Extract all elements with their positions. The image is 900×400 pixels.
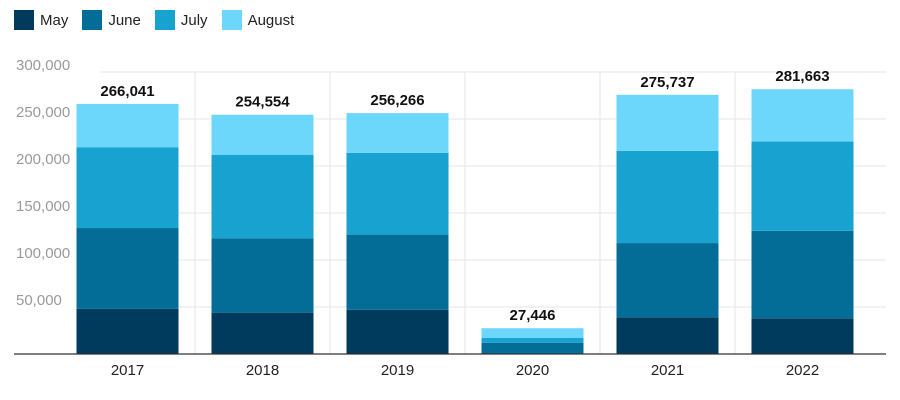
legend-item-june: June <box>82 10 141 30</box>
bar-may-2017 <box>76 308 179 354</box>
bar-july-2018 <box>211 154 314 239</box>
bar-may-2018 <box>211 312 314 354</box>
legend-label-may: May <box>40 11 69 29</box>
bar-total-label: 254,554 <box>235 94 290 111</box>
y-tick-label: 50,000 <box>16 292 62 309</box>
bar-june-2018 <box>211 238 314 313</box>
bar-june-2017 <box>76 228 179 309</box>
bar-total-label: 27,446 <box>510 307 556 324</box>
legend-label-july: July <box>180 11 208 29</box>
legend-label-june: June <box>108 11 141 29</box>
y-tick-label: 250,000 <box>16 104 70 121</box>
legend-swatch-july <box>154 10 175 30</box>
legend-swatch-june <box>82 10 103 30</box>
bar-july-2020 <box>481 338 584 343</box>
legend-swatch-may <box>14 10 34 30</box>
x-tick-label: 2021 <box>651 362 684 379</box>
legend: May June July August <box>14 10 308 30</box>
bar-july-2019 <box>346 152 449 235</box>
legend-label-august: August <box>247 11 295 29</box>
bar-august-2020 <box>481 328 584 339</box>
bar-august-2022 <box>751 89 854 142</box>
bar-total-label: 275,737 <box>640 74 694 91</box>
bar-june-2021 <box>616 243 719 318</box>
legend-item-may: May <box>14 10 68 30</box>
x-tick-label: 2019 <box>381 362 414 379</box>
legend-swatch-august <box>221 10 242 30</box>
y-tick-label: 300,000 <box>16 57 70 74</box>
x-tick-label: 2020 <box>516 362 549 379</box>
bar-july-2022 <box>751 141 854 231</box>
bar-total-label: 281,663 <box>775 68 829 85</box>
y-tick-label: 100,000 <box>16 245 70 262</box>
bar-june-2019 <box>346 234 449 310</box>
y-tick-label: 150,000 <box>16 198 70 215</box>
bar-total-label: 266,041 <box>100 83 154 100</box>
bar-june-2020 <box>481 342 584 354</box>
x-tick-label: 2022 <box>786 362 819 379</box>
legend-item-july: July <box>154 10 208 30</box>
bar-july-2017 <box>76 147 179 229</box>
x-tick-label: 2018 <box>246 362 279 379</box>
bar-total-label: 256,266 <box>370 92 424 109</box>
bar-may-2021 <box>616 317 719 354</box>
bar-august-2019 <box>346 113 449 153</box>
bar-august-2018 <box>211 114 314 155</box>
x-tick-label: 2017 <box>111 362 144 379</box>
bar-may-2019 <box>346 309 449 354</box>
legend-item-august: August <box>221 10 295 30</box>
bar-june-2022 <box>751 230 854 319</box>
bar-july-2021 <box>616 150 719 244</box>
bar-may-2022 <box>751 318 854 354</box>
y-tick-label: 200,000 <box>16 151 70 168</box>
bar-august-2021 <box>616 94 719 151</box>
bar-august-2017 <box>76 103 179 148</box>
